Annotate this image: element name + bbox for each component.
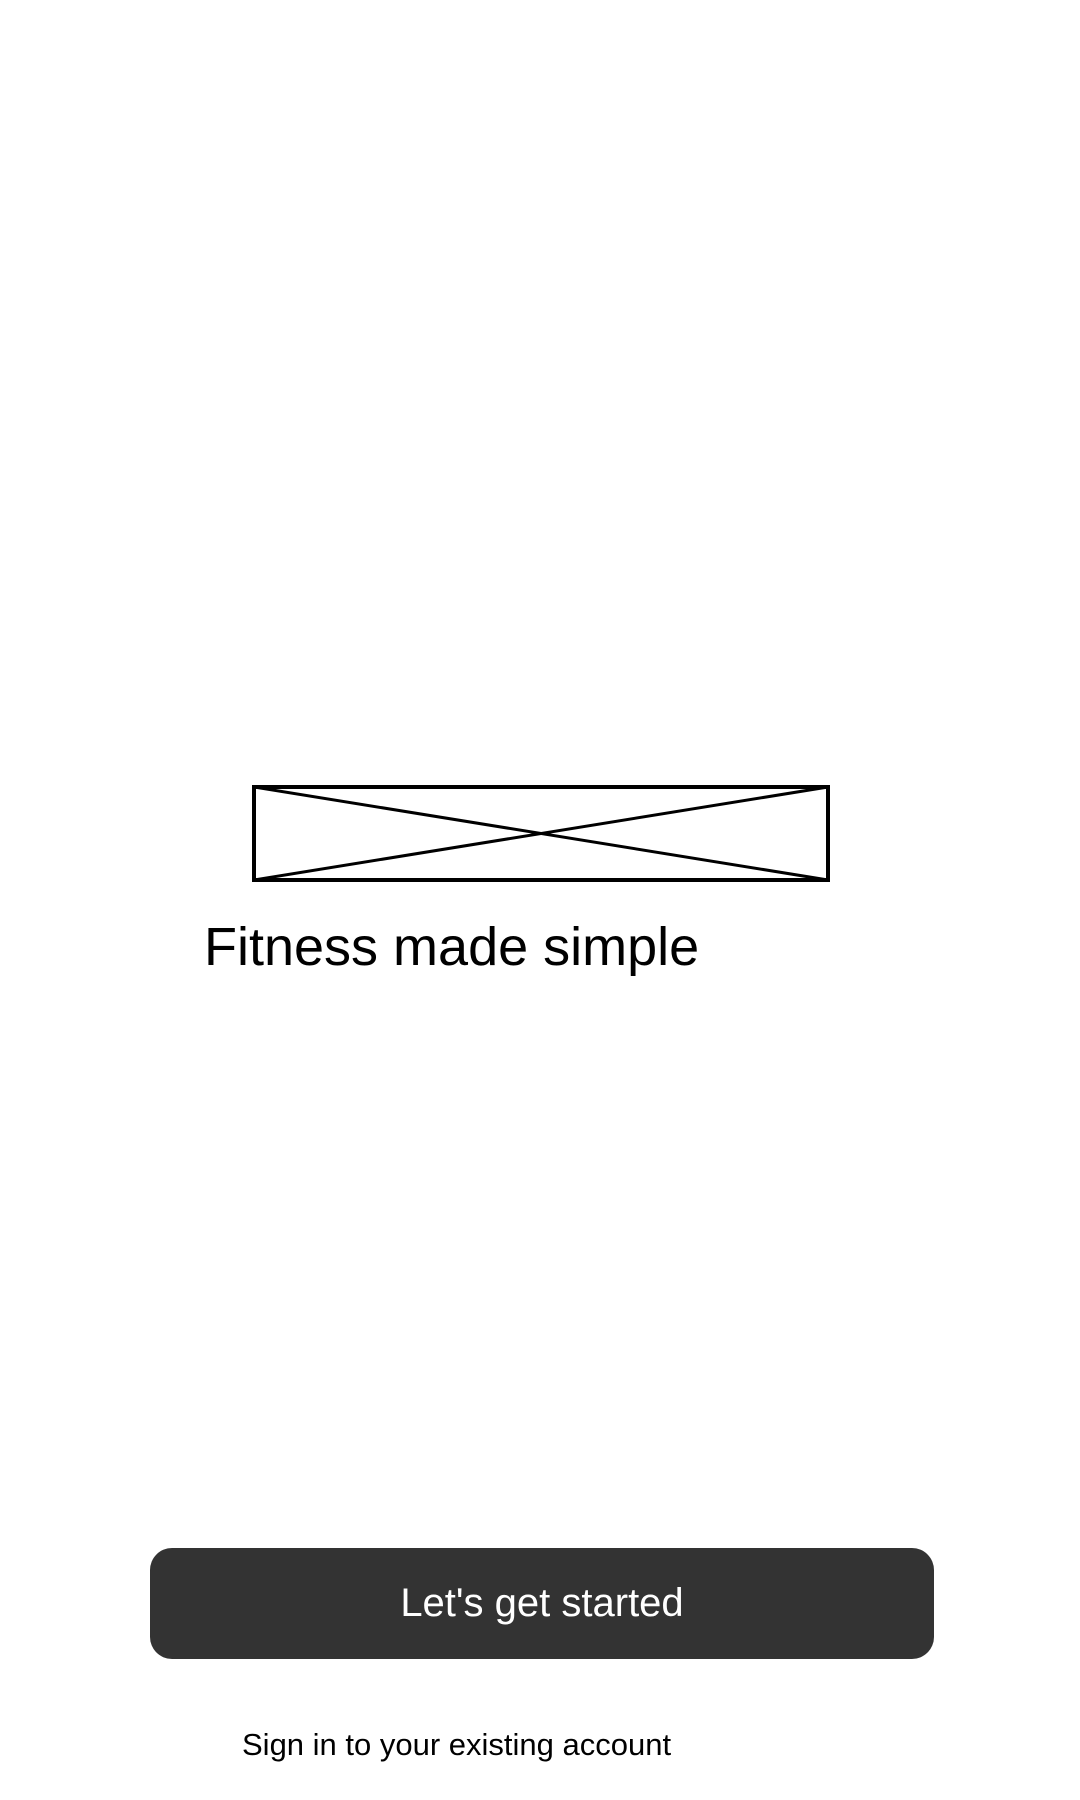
tagline-text: Fitness made simple xyxy=(204,917,700,977)
sign-in-link[interactable]: Sign in to your existing account xyxy=(242,1727,672,1762)
image-placeholder-icon xyxy=(252,785,830,882)
logo-placeholder-image xyxy=(252,785,830,882)
get-started-label: Let's get started xyxy=(400,1581,684,1625)
get-started-button[interactable]: Let's get started xyxy=(150,1548,934,1659)
